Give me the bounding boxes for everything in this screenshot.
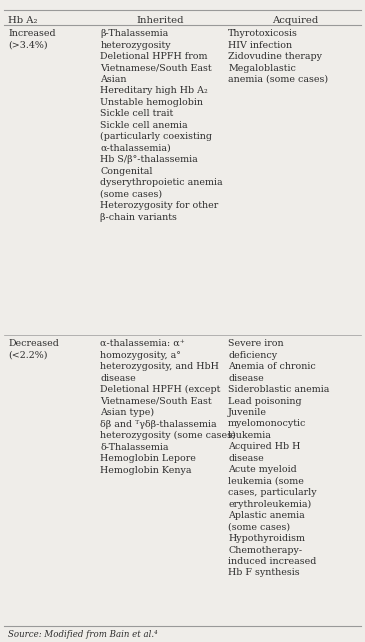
Text: Thyrotoxicosis
HIV infection
Zidovudine therapy
Megaloblastic
anemia (some cases: Thyrotoxicosis HIV infection Zidovudine … <box>228 30 328 84</box>
Text: Source: Modified from Bain et al.⁴: Source: Modified from Bain et al.⁴ <box>8 630 158 639</box>
Text: Increased
(>3.4%): Increased (>3.4%) <box>8 30 55 49</box>
Text: α-thalassemia: α⁺
homozygosity, a°
heterozygosity, and HbH
disease
Deletional HP: α-thalassemia: α⁺ homozygosity, a° heter… <box>100 339 236 474</box>
Text: β-Thalassemia
heterozygosity
Deletional HPFH from
Vietnamese/South East
Asian
He: β-Thalassemia heterozygosity Deletional … <box>100 30 223 221</box>
Text: Acquired: Acquired <box>273 16 319 26</box>
Text: Decreased
(<2.2%): Decreased (<2.2%) <box>8 339 59 360</box>
Text: Inherited: Inherited <box>137 16 184 26</box>
Text: Hb A₂: Hb A₂ <box>8 16 38 26</box>
Text: Severe iron
deficiency
Anemia of chronic
disease
Sideroblastic anemia
Lead poiso: Severe iron deficiency Anemia of chronic… <box>228 339 330 577</box>
